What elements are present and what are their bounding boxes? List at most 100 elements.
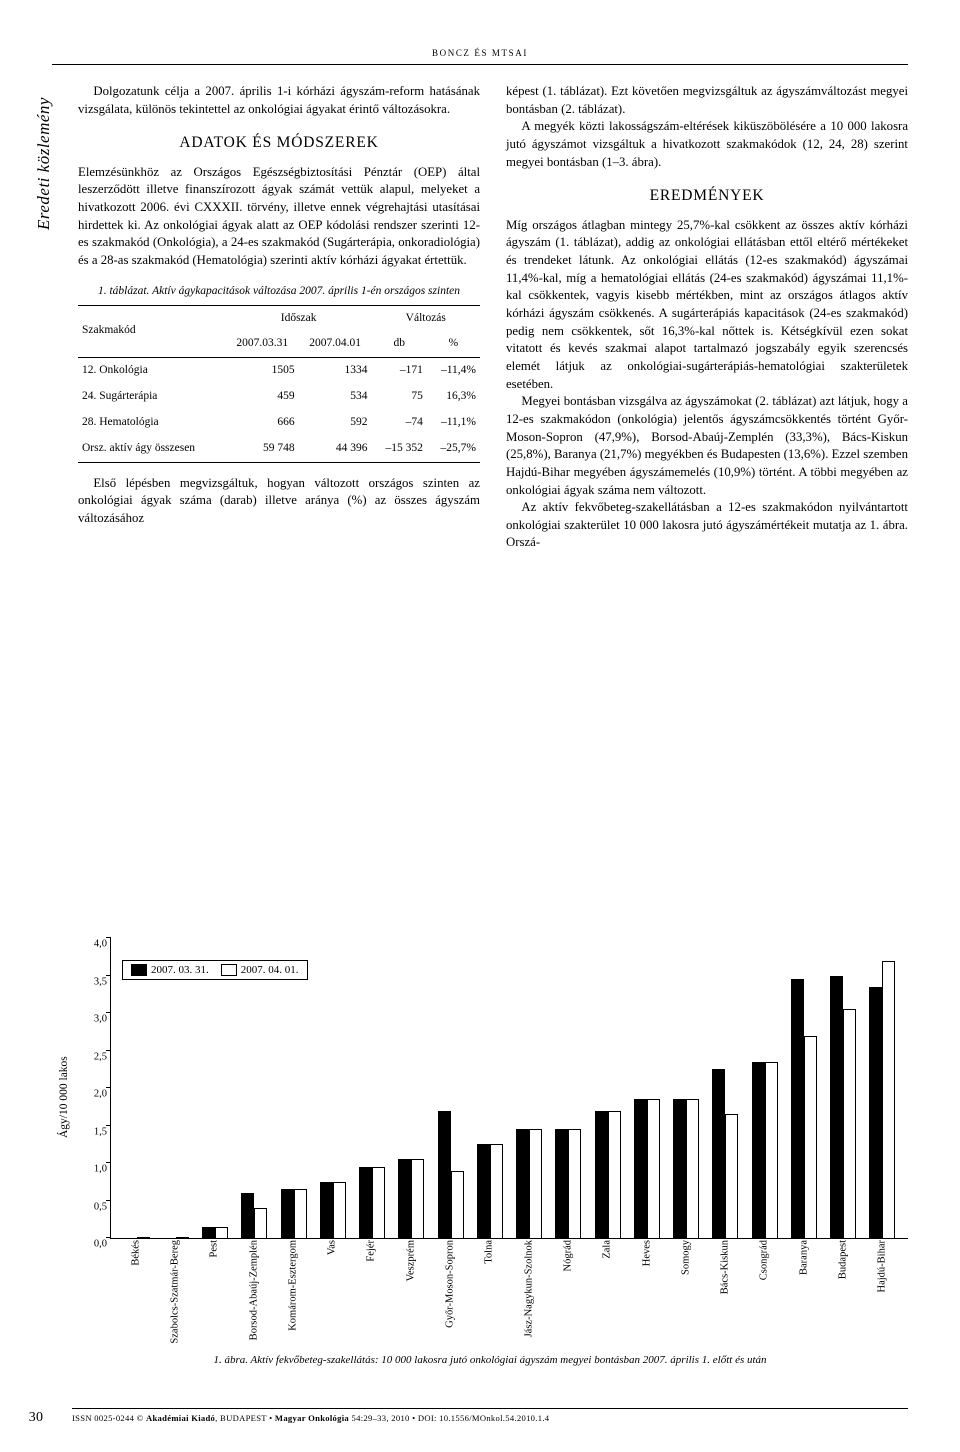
bar-series-a [202, 1227, 215, 1238]
bar-series-a [516, 1129, 529, 1238]
bar-series-a [752, 1062, 765, 1238]
y-tick-label: 1,5 [79, 1126, 107, 1137]
x-tick-label: Szabolcs-Szatmár-Bereg [169, 1240, 180, 1344]
bar-series-a [281, 1189, 294, 1238]
head-rule [52, 64, 908, 65]
bar-series-b [333, 1182, 346, 1238]
table-row: 28. Hematológia 666 592 –74 –11,1% [78, 410, 480, 436]
bar-group [706, 1069, 745, 1238]
bar-group [196, 1227, 235, 1238]
x-tick-label: Borsod-Abaúj-Zemplén [248, 1240, 259, 1340]
table1-rowhead: Szakmakód [78, 305, 226, 358]
bar-series-a [241, 1193, 254, 1238]
bar-series-b [411, 1159, 424, 1238]
bar-series-b [647, 1099, 660, 1238]
section-heading-methods: ADATOK ÉS MÓDSZEREK [78, 132, 480, 153]
x-tick-label: Baranya [798, 1240, 809, 1275]
bar-series-b [294, 1189, 307, 1238]
bar-series-b [490, 1144, 503, 1238]
table1-caption: 1. táblázat. Aktív ágykapacitások változ… [78, 284, 480, 299]
bar-series-b [686, 1099, 699, 1238]
bar-series-b [529, 1129, 542, 1238]
x-tick-label: Tolna [484, 1240, 495, 1264]
bar-series-b [843, 1009, 856, 1238]
bar-group [431, 1111, 470, 1239]
after-table-para: Első lépésben megvizsgáltuk, hogyan vált… [78, 475, 480, 528]
section-heading-results: EREDMÉNYEK [506, 185, 908, 206]
y-tick-label: 4,0 [79, 939, 107, 950]
bar-group [784, 979, 823, 1238]
side-label: Eredeti közlemény [34, 97, 54, 230]
bar-group [824, 976, 863, 1239]
bar-series-a [555, 1129, 568, 1238]
bar-group [627, 1099, 666, 1238]
table1-head-change: Változás [372, 305, 480, 331]
table-row: 12. Onkológia 1505 1334 –171 –11,4% [78, 358, 480, 384]
table1-col-c2: 2007.04.01 [299, 331, 372, 357]
x-tick-label: Nógrád [562, 1240, 573, 1272]
right-column: képest (1. táblázat). Ezt követően megvi… [506, 83, 908, 552]
x-tick-label: Somogy [680, 1240, 691, 1275]
bar-series-b [176, 1237, 189, 1238]
x-tick-label: Fejér [366, 1240, 377, 1262]
figure1-caption: 1. ábra. Aktív fekvőbeteg-szakellátás: 1… [72, 1354, 908, 1366]
bar-series-b [215, 1227, 228, 1238]
bar-series-b [137, 1237, 150, 1238]
bar-series-b [608, 1111, 621, 1239]
text-columns: Dolgozatunk célja a 2007. április 1-i kó… [52, 83, 908, 552]
bar-group [863, 961, 902, 1239]
x-tick-label: Jász-Nagykun-Szolnok [523, 1240, 534, 1337]
bar-series-b [372, 1167, 385, 1238]
methods-para: Elemzésünkhöz az Országos Egészségbiztos… [78, 164, 480, 270]
figure1-chart: Ágy/10 000 lakos 2007. 03. 31. 2007. 04.… [72, 928, 908, 1358]
page-footer: 30 ISSN 0025-0244 © Akadémiai Kiadó, BUD… [0, 1408, 908, 1426]
y-tick-label: 1,0 [79, 1164, 107, 1175]
bar-series-a [595, 1111, 608, 1239]
colR-p4: Megyei bontásban vizsgálva az ágyszámoka… [506, 393, 908, 499]
bar-group [156, 1237, 195, 1238]
x-labels: BékésSzabolcs-Szatmár-BeregPestBorsod-Ab… [110, 1240, 908, 1350]
left-column: Dolgozatunk célja a 2007. április 1-i kó… [52, 83, 480, 552]
y-tick-label: 3,5 [79, 976, 107, 987]
bar-group [588, 1111, 627, 1239]
bar-group [353, 1167, 392, 1238]
table1: Szakmakód Időszak Változás 2007.03.31 20… [78, 305, 480, 463]
bar-series-b [725, 1114, 738, 1238]
x-tick-label: Heves [641, 1240, 652, 1266]
colR-p3: Míg országos átlagban mintegy 25,7%-kal … [506, 217, 908, 394]
bar-series-a [320, 1182, 333, 1238]
bar-series-a [398, 1159, 411, 1238]
x-tick-label: Győr-Moson-Sopron [445, 1240, 456, 1328]
running-head: BONCZ ÉS MTSAI [52, 48, 908, 58]
bar-series-b [254, 1208, 267, 1238]
x-tick-label: Komárom-Esztergom [287, 1240, 298, 1331]
x-tick-label: Békés [130, 1240, 141, 1266]
x-tick-label: Hajdú-Bihar [877, 1240, 888, 1293]
bar-group [274, 1189, 313, 1238]
bar-group [392, 1159, 431, 1238]
bar-group [313, 1182, 352, 1238]
table-row: Orsz. aktív ágy összesen 59 748 44 396 –… [78, 436, 480, 462]
bar-group [745, 1062, 784, 1238]
colR-p5: Az aktív fekvőbeteg-szakellátásban a 12-… [506, 499, 908, 552]
bar-group [667, 1099, 706, 1238]
y-axis-label: Ágy/10 000 lakos [58, 1056, 70, 1138]
bar-series-a [712, 1069, 725, 1238]
bar-group [510, 1129, 549, 1238]
x-tick-label: Bács-Kiskun [720, 1240, 731, 1294]
y-tick-label: 2,5 [79, 1051, 107, 1062]
bar-series-a [869, 987, 882, 1238]
x-tick-label: Vas [327, 1240, 338, 1255]
bar-group [549, 1129, 588, 1238]
bar-series-b [451, 1171, 464, 1239]
x-tick-label: Zala [602, 1240, 613, 1259]
table1-col-c4: % [427, 331, 480, 357]
bar-series-a [791, 979, 804, 1238]
x-tick-label: Csongrád [759, 1240, 770, 1280]
intro-para: Dolgozatunk célja a 2007. április 1-i kó… [78, 83, 480, 118]
bar-series-a [830, 976, 843, 1239]
bar-series-b [804, 1036, 817, 1239]
bar-series-b [568, 1129, 581, 1238]
bar-series-a [634, 1099, 647, 1238]
bar-container [111, 938, 908, 1238]
